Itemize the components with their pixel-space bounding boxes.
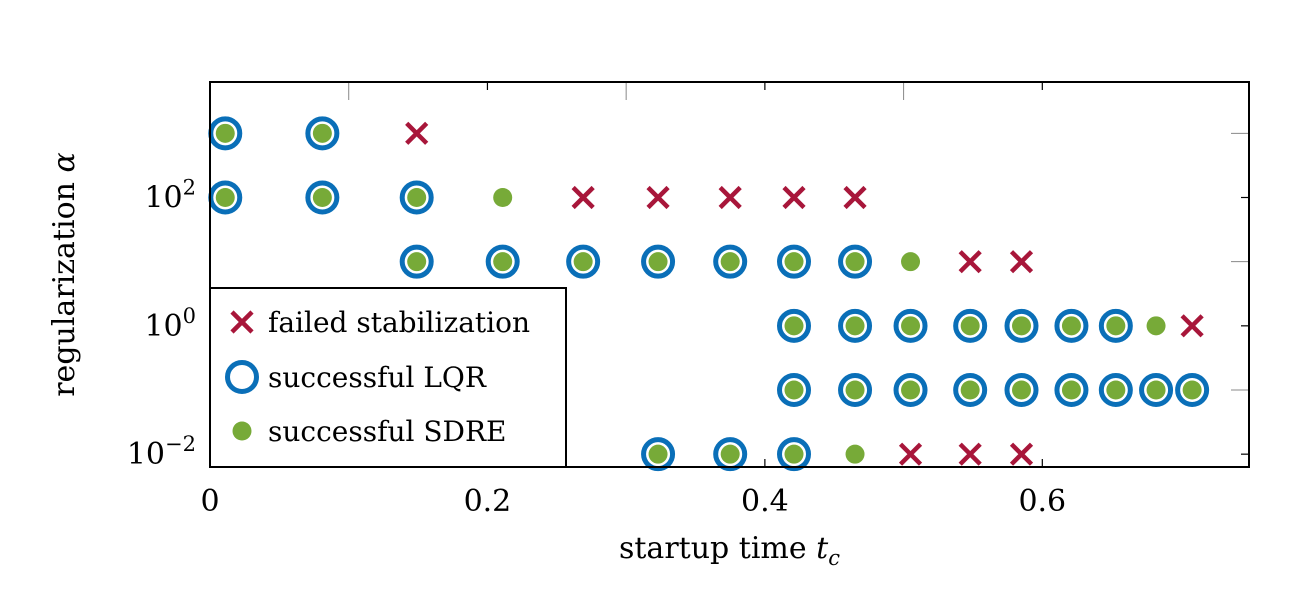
sdre-point (784, 252, 804, 272)
tick-labels: 0 0.2 0.4 0.6 10−2 100 102 (127, 176, 1066, 519)
sdre-point (901, 380, 921, 400)
y-axis-title: regularization α (47, 152, 82, 397)
cross-stroke (571, 185, 595, 210)
sdre-point (845, 316, 865, 336)
failed-point (782, 185, 806, 210)
legend-label: failed stabilization (268, 306, 530, 339)
cross-stroke (958, 442, 982, 466)
sdre-point (1106, 380, 1126, 400)
cross-stroke (230, 310, 254, 334)
failed-point (646, 185, 670, 210)
cross-stroke (782, 185, 806, 210)
failed-point (405, 121, 429, 145)
failed-point (718, 185, 742, 210)
legend-box (209, 287, 567, 468)
x-axis-title: startup time tc (619, 531, 840, 570)
sdre-point (845, 444, 865, 464)
sdre-point (901, 316, 921, 336)
sdre-point (784, 316, 804, 336)
sdre-point (312, 123, 332, 143)
legend-label: successful LQR (268, 361, 487, 394)
sdre-point (1012, 316, 1032, 336)
x-tick-label: 0.4 (741, 484, 789, 519)
failed-point (898, 442, 923, 466)
x-tick-label: 0.2 (464, 484, 512, 519)
cross-stroke (718, 185, 742, 210)
failed-point (958, 250, 982, 274)
failed-point (958, 442, 982, 466)
sdre-point (493, 188, 513, 208)
legend-label: successful SDRE (268, 415, 506, 448)
sdre-point (407, 252, 427, 272)
y-tick-label: 10−2 (127, 432, 196, 472)
sdre-point (493, 252, 513, 272)
sdre-point (573, 252, 593, 272)
sdre-point (648, 444, 668, 464)
sdre-point (960, 316, 980, 336)
y-tick-label: 100 (144, 304, 196, 344)
cross-stroke (1009, 250, 1034, 274)
legend-cross-icon (230, 310, 254, 334)
sdre-point (784, 444, 804, 464)
sdre-point (1061, 380, 1081, 400)
plot-marks (208, 116, 1210, 472)
sdre-point (1012, 380, 1032, 400)
cross-stroke (405, 121, 429, 145)
x-tick-label: 0 (200, 484, 219, 519)
cross-stroke (843, 185, 867, 210)
legend-dot-icon (232, 421, 252, 441)
sdre-point (720, 444, 740, 464)
cross-stroke (1180, 314, 1204, 338)
failed-point (843, 185, 867, 210)
sdre-point (648, 252, 668, 272)
failed-point (571, 185, 595, 210)
y-tick-label: 102 (144, 176, 196, 216)
sdre-point (1146, 316, 1166, 336)
sdre-point (720, 252, 740, 272)
sdre-point (845, 252, 865, 272)
sdre-point (312, 188, 332, 208)
x-tick-label: 0.6 (1018, 484, 1066, 519)
sdre-point (784, 380, 804, 400)
sdre-point (901, 252, 921, 272)
failed-point (1009, 250, 1034, 274)
sdre-point (960, 380, 980, 400)
cross-stroke (646, 185, 670, 210)
cross-stroke (1009, 442, 1034, 466)
sdre-point (407, 188, 427, 208)
sdre-point (215, 123, 235, 143)
sdre-point (845, 380, 865, 400)
plot-frame (209, 81, 1250, 468)
cross-stroke (898, 442, 923, 466)
sdre-point (1106, 316, 1126, 336)
sdre-point (215, 188, 235, 208)
legend: failed stabilization successful LQR succes… (209, 287, 567, 468)
sdre-point (1146, 380, 1166, 400)
sdre-point (1061, 316, 1081, 336)
failed-point (1180, 314, 1204, 338)
legend-ring-icon (225, 360, 259, 394)
failed-point (1009, 442, 1034, 466)
cross-stroke (958, 250, 982, 274)
sdre-point (1182, 380, 1202, 400)
